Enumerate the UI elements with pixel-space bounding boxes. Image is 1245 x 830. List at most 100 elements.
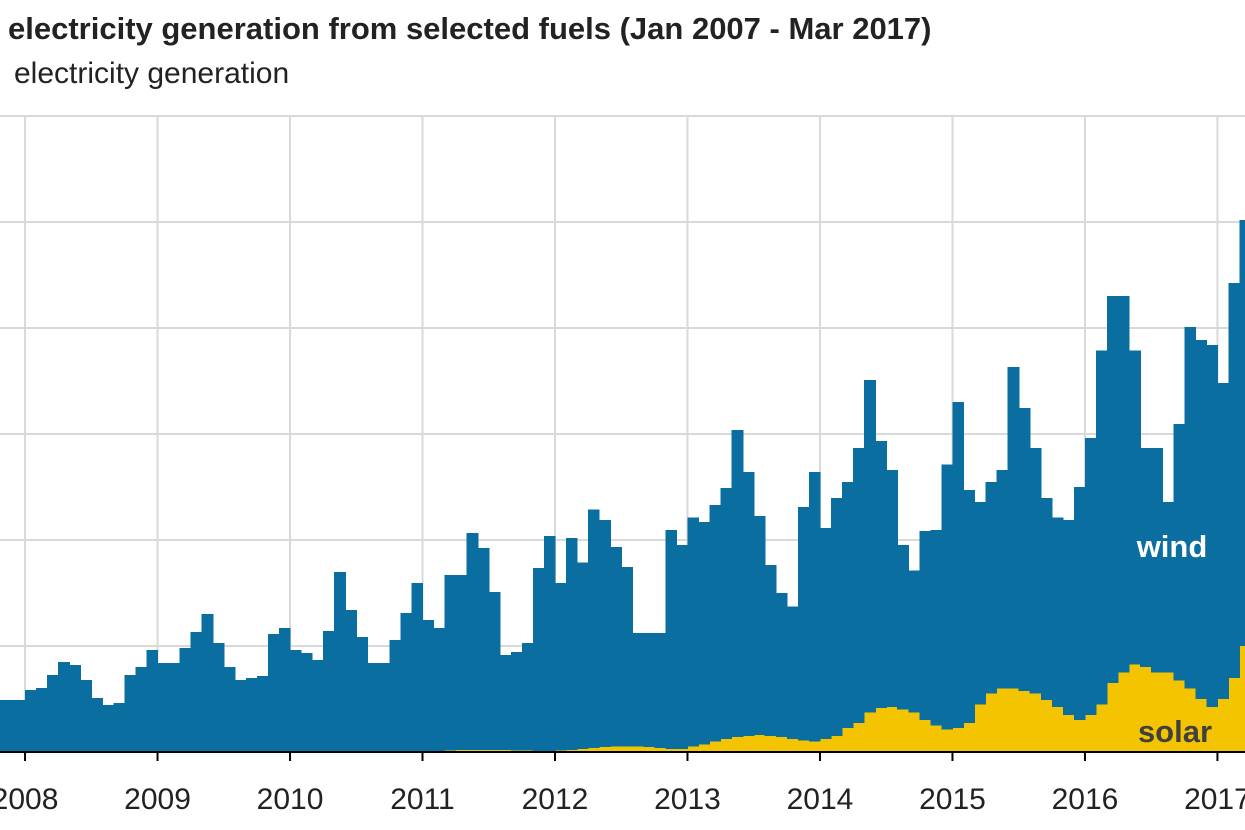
- area-step: [621, 567, 633, 747]
- area-step: [963, 722, 976, 752]
- area-step: [753, 516, 766, 736]
- area-step: [819, 738, 832, 752]
- area-step: [1162, 672, 1174, 752]
- area-step: [610, 746, 622, 752]
- area-step: [190, 632, 203, 752]
- area-step: [488, 591, 501, 750]
- area-step: [1095, 704, 1108, 752]
- area-step: [521, 642, 534, 751]
- x-tick-label: 2013: [654, 783, 721, 816]
- area-step: [466, 749, 479, 752]
- area-step: [786, 738, 799, 752]
- area-step: [632, 632, 644, 747]
- area-step: [709, 505, 722, 742]
- areas: [0, 219, 1245, 752]
- area-step: [356, 636, 368, 752]
- area-step: [996, 470, 1009, 689]
- area-step: [477, 547, 490, 750]
- x-tick-label: 2010: [257, 783, 324, 816]
- area-step: [919, 530, 931, 721]
- area-step: [1118, 672, 1130, 752]
- area-step: [676, 748, 689, 752]
- area-step: [654, 632, 666, 748]
- area-step: [764, 564, 777, 737]
- area-step: [532, 568, 545, 751]
- area-step: [1029, 693, 1042, 752]
- area-step: [621, 746, 633, 752]
- area-step: [334, 571, 346, 752]
- area-step: [908, 712, 920, 752]
- area-step: [124, 675, 137, 752]
- area-step: [1018, 408, 1031, 692]
- area-step: [25, 689, 37, 752]
- x-tick-label: 2011: [390, 783, 455, 816]
- area-step: [952, 728, 965, 752]
- area-step: [499, 655, 512, 750]
- area-step: [632, 746, 644, 752]
- area-step: [345, 609, 357, 752]
- area-step: [864, 712, 876, 752]
- area-step: [1107, 683, 1119, 752]
- area-step: [146, 650, 159, 752]
- area-step: [698, 744, 711, 752]
- area-step: [864, 379, 876, 713]
- area-step: [941, 729, 954, 752]
- area-step: [389, 640, 401, 752]
- area-step: [875, 708, 887, 752]
- area-step: [1206, 706, 1219, 752]
- x-axis: 2008 2009 2010 2011 2012 2013 2014 2015 2016 2017: [0, 751, 1245, 816]
- area-step: [444, 574, 457, 751]
- area-step: [775, 737, 788, 752]
- x-tick-label: 2015: [919, 783, 986, 816]
- x-tick-label: 2008: [0, 783, 58, 816]
- area-step: [1184, 326, 1196, 689]
- area-step: [643, 632, 655, 748]
- area-step: [1217, 383, 1230, 699]
- area-step: [577, 562, 589, 749]
- area-step: [367, 662, 379, 752]
- area-step: [69, 665, 81, 752]
- area-step: [488, 749, 501, 752]
- area-step: [1073, 720, 1086, 752]
- area-step: [588, 509, 600, 748]
- area-step: [168, 662, 181, 752]
- area-step: [554, 582, 567, 751]
- area-step: [1140, 447, 1152, 668]
- area-step: [1062, 714, 1075, 752]
- area-step: [588, 747, 600, 752]
- area-step: [1239, 219, 1245, 646]
- area-step: [455, 749, 468, 752]
- area-step: [742, 472, 755, 737]
- area-step: [411, 582, 424, 752]
- area-step: [1062, 519, 1075, 715]
- area-step: [1073, 487, 1086, 721]
- area-step: [941, 464, 954, 730]
- area-step: [135, 667, 148, 752]
- area-step: [1118, 296, 1130, 673]
- x-tick-label: 2016: [1052, 783, 1119, 816]
- area-step: [875, 440, 887, 709]
- area-step: [952, 402, 965, 729]
- area-step: [753, 735, 766, 752]
- area-step: [599, 519, 611, 748]
- area-step: [720, 488, 733, 739]
- area-step: [201, 614, 214, 752]
- area-step: [400, 613, 413, 752]
- series-label: wind: [1136, 529, 1208, 564]
- area-step: [665, 529, 678, 749]
- area-step: [775, 593, 788, 738]
- area-step: [301, 652, 313, 752]
- area-step: [455, 574, 468, 750]
- area-step: [510, 651, 523, 751]
- area-step: [720, 738, 733, 752]
- area-step: [1029, 447, 1042, 694]
- area-step: [14, 700, 26, 752]
- x-tick-label: 2017: [1184, 783, 1245, 816]
- area-step: [0, 700, 4, 752]
- area-step: [312, 659, 324, 752]
- area-step: [676, 544, 689, 749]
- area-step: [808, 741, 821, 752]
- area-step: [80, 679, 92, 752]
